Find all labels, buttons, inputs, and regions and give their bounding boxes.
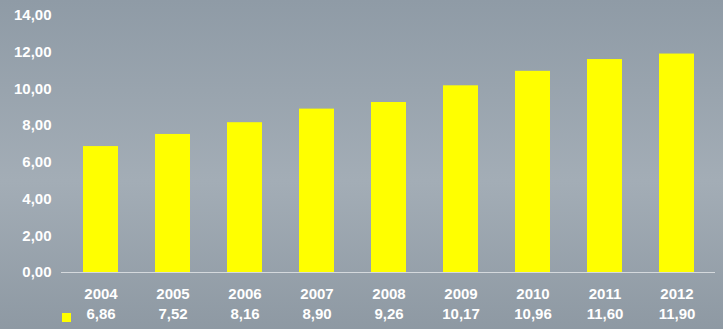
svg-text:2008: 2008 [372,285,405,302]
svg-text:9,26: 9,26 [374,305,403,322]
svg-text:2004: 2004 [84,285,118,302]
svg-text:8,16: 8,16 [230,305,259,322]
svg-text:4,00: 4,00 [22,190,51,207]
svg-text:2011: 2011 [589,285,622,302]
svg-text:7,52: 7,52 [158,305,187,322]
svg-text:2006: 2006 [228,285,261,302]
svg-text:2009: 2009 [444,285,477,302]
svg-text:11,90: 11,90 [659,305,696,322]
svg-text:10,17: 10,17 [442,305,480,322]
svg-text:10,96: 10,96 [514,305,552,322]
svg-text:2012: 2012 [660,285,693,302]
svg-text:6,86: 6,86 [86,305,115,322]
svg-text:0,00: 0,00 [22,263,51,280]
svg-text:2007: 2007 [300,285,333,302]
svg-text:11,60: 11,60 [587,305,624,322]
svg-text:10,00: 10,00 [14,80,52,97]
svg-text:12,00: 12,00 [14,43,52,60]
svg-text:8,90: 8,90 [302,305,331,322]
svg-text:8,00: 8,00 [22,116,51,133]
svg-text:2,00: 2,00 [22,227,51,244]
svg-text:6,00: 6,00 [22,153,51,170]
svg-text:2010: 2010 [516,285,549,302]
svg-text:14,00: 14,00 [14,6,52,23]
svg-text:2005: 2005 [156,285,189,302]
